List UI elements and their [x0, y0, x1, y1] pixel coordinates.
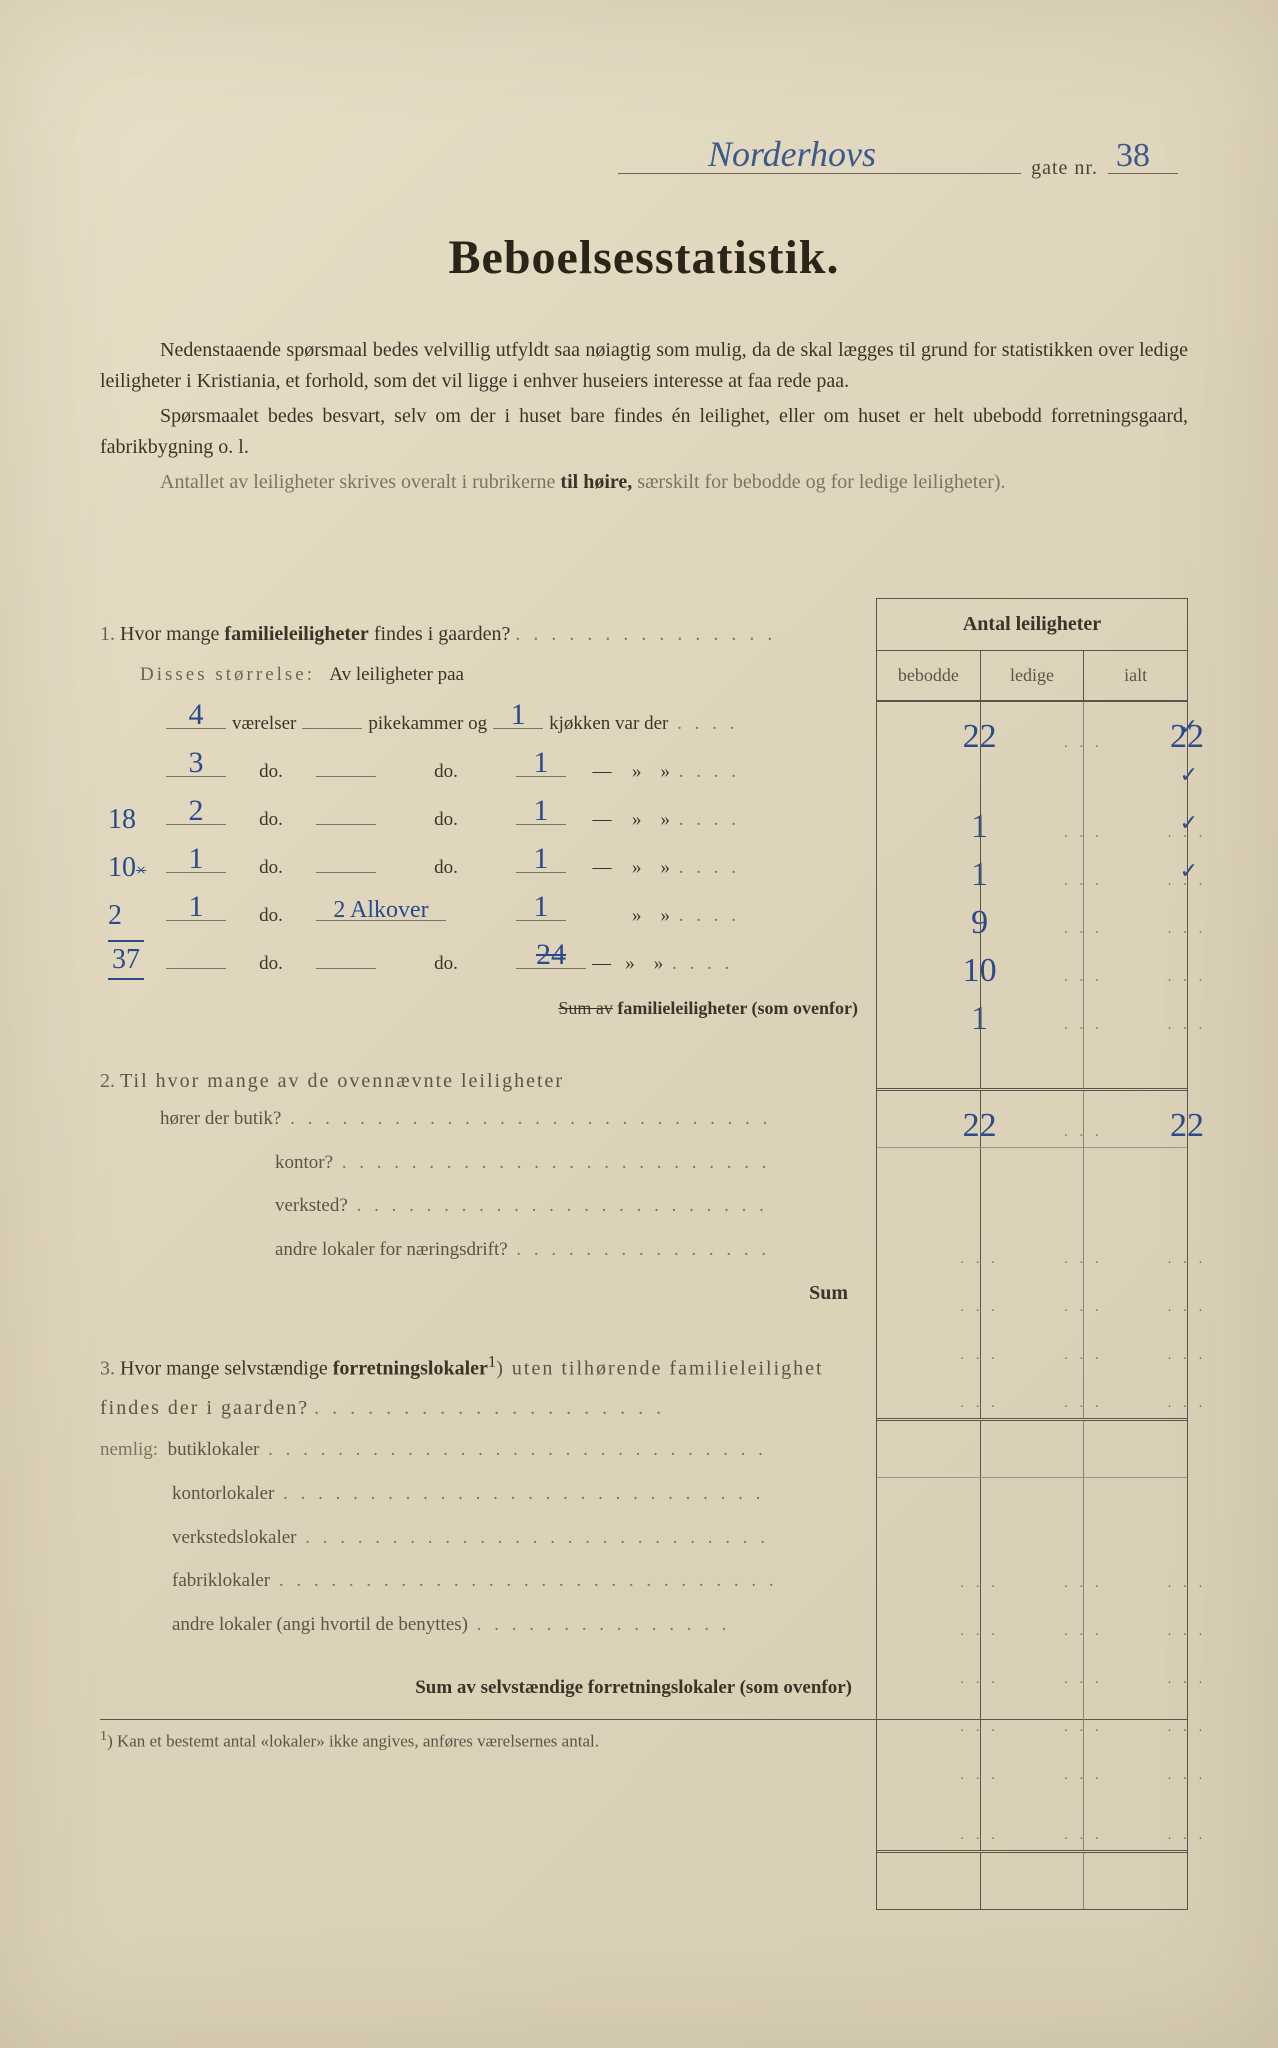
- spacer-row: [877, 758, 1187, 800]
- col-subheaders: bebodde ledige ialt: [877, 651, 1187, 702]
- intro-text: Nedenstaaende spørsmaal bedes velvillig …: [100, 335, 1188, 498]
- q3-row-0: . . .. . .. . .: [877, 1550, 1187, 1598]
- gate-nr-label: gate nr.: [1031, 157, 1098, 180]
- q3-nemlig: nemlig: butiklokaler . . . . . . . . . .…: [100, 1428, 858, 1472]
- q3-row-4: . . .. . .. . .: [877, 1742, 1187, 1790]
- q3-row-5: . . .. . .. . .: [877, 1790, 1187, 1850]
- q3-sum-row: [877, 1850, 1187, 1909]
- q2-row-1: . . .. . .. . .: [877, 1226, 1187, 1274]
- size-row-5: 2 1 do. 2 Alkover 1 » » . . . .: [160, 894, 858, 942]
- q2-row-2: . . .. . .. . .: [877, 1274, 1187, 1322]
- size-rows: 4 værelser pikekammer og 1 kjøkken var d…: [160, 702, 858, 990]
- q3-item-2: kontorlokaler . . . . . . . . . . . . . …: [172, 1472, 858, 1516]
- q3-row-3: . . .. . .. . .: [877, 1694, 1187, 1742]
- q1-size-row-1: 1 . . . . . .: [877, 800, 1187, 848]
- size-row-4: 10× 1 do. do. 1 — » » . . . . ✓: [160, 846, 858, 894]
- q1-size-row-6: [877, 1040, 1187, 1088]
- q1-size-row-5: 1 . . . . . .: [877, 992, 1187, 1040]
- question-2: 2. Til hvor mange av de ovennævnte leili…: [100, 1065, 858, 1097]
- q2-row-4: . . .. . .. . .: [877, 1370, 1187, 1418]
- street-name-field: Norderhovs: [618, 145, 1021, 174]
- q2-item-3: verksted? . . . . . . . . . . . . . . . …: [275, 1184, 858, 1228]
- q3-items: nemlig: butiklokaler . . . . . . . . . .…: [100, 1428, 858, 1646]
- q1-size-row-4: 10 . . . . . .: [877, 944, 1187, 992]
- col-bebodde: bebodde: [877, 651, 980, 700]
- q2-item-1: hører der butik? . . . . . . . . . . . .…: [160, 1097, 858, 1141]
- col-ledige: ledige: [980, 651, 1084, 700]
- page-title: Beboelsesstatistik.: [100, 230, 1188, 285]
- gate-number-value: 38: [1116, 137, 1150, 175]
- q3-item-5: andre lokaler (angi hvortil de benyttes)…: [172, 1603, 858, 1647]
- q3-row-2: . . .. . .. . .: [877, 1646, 1187, 1694]
- q2-items: hører der butik? . . . . . . . . . . . .…: [160, 1097, 858, 1272]
- question-1: 1. Hvor mange familieleiligheter findes …: [100, 618, 858, 650]
- q3-item-4: fabriklokaler . . . . . . . . . . . . . …: [172, 1559, 858, 1603]
- q1-size-row-3: 9 . . . . . .: [877, 896, 1187, 944]
- q1-sum-label: Sum av familieleiligheter (som ovenfor): [100, 998, 858, 1019]
- q1-size-row-2: 1 . . . . . .: [877, 848, 1187, 896]
- q3-spacer: [877, 1477, 1187, 1550]
- q2-row-3: . . .. . .. . .: [877, 1322, 1187, 1370]
- header-address-line: Norderhovs gate nr. 38: [618, 145, 1178, 180]
- q2-item-4: andre lokaler for næringsdrift? . . . . …: [275, 1228, 858, 1272]
- question-3: 3. Hvor mange selvstændige forretningslo…: [100, 1345, 858, 1429]
- intro-p2: Spørsmaalet bedes besvart, selv om der i…: [100, 401, 1188, 463]
- document-page: { "header": { "street_name": "Norderhovs…: [0, 0, 1278, 2048]
- q1-sum-row: 22 . . . 22: [877, 1088, 1187, 1147]
- street-name-value: Norderhovs: [708, 133, 876, 175]
- size-row-3: 18 2 do. do. 1 — » » . . . . ✓: [160, 798, 858, 846]
- col-ialt: ialt: [1083, 651, 1187, 700]
- q3-item-3: verkstedslokaler . . . . . . . . . . . .…: [172, 1516, 858, 1560]
- count-columns: Antal leiligheter bebodde ledige ialt 22…: [876, 598, 1188, 1910]
- q2-sum-row: [877, 1418, 1187, 1477]
- q2-sum-label: Sum: [100, 1282, 858, 1305]
- size-row-2: 3 do. do. 1 — » » . . . . ✓: [160, 750, 858, 798]
- gate-number-field: 38: [1108, 145, 1178, 174]
- q3-row-1: . . .. . .. . .: [877, 1598, 1187, 1646]
- sizes-header: Disses størrelse: Av leiligheter paa: [140, 664, 858, 686]
- col-header-main: Antal leiligheter: [877, 599, 1187, 651]
- q2-item-2: kontor? . . . . . . . . . . . . . . . . …: [275, 1141, 858, 1185]
- size-row-1: 4 værelser pikekammer og 1 kjøkken var d…: [160, 702, 858, 750]
- q1-total-row: 22 . . . 22: [877, 702, 1187, 758]
- form-content: Antal leiligheter bebodde ledige ialt 22…: [100, 618, 1188, 1699]
- intro-p3: Antallet av leiligheter skrives overalt …: [100, 467, 1188, 498]
- questions-area: 1. Hvor mange familieleiligheter findes …: [100, 618, 858, 1699]
- size-row-6: 37 do. do. 24 — » » . . . .: [160, 942, 858, 990]
- q2-spacer: [877, 1147, 1187, 1226]
- q3-sum-label: Sum av selvstændige forretningslokaler (…: [100, 1677, 858, 1699]
- intro-p1: Nedenstaaende spørsmaal bedes velvillig …: [100, 335, 1188, 397]
